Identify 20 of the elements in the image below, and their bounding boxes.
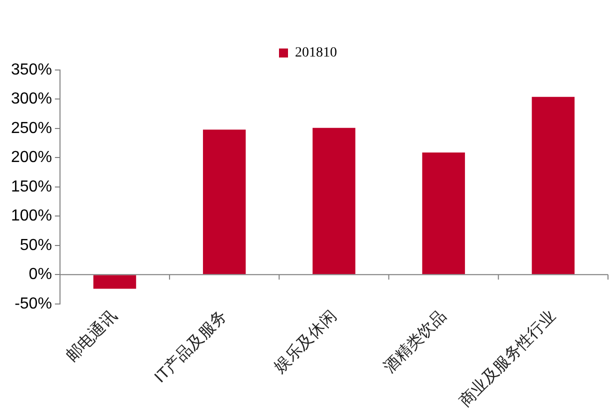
y-tick-label: 100% [11, 208, 52, 225]
bar [532, 96, 575, 274]
x-tick-label: 商业及服务性行业 [456, 306, 560, 410]
legend-label: 201810 [295, 46, 337, 61]
x-tick-label: IT产品及服务 [150, 306, 230, 386]
bar [312, 128, 356, 274]
y-tick-label: 0% [28, 266, 52, 284]
bar [202, 130, 246, 274]
y-tick-label: 200% [11, 149, 52, 166]
y-tick-label: -50% [14, 295, 52, 312]
bar [93, 275, 136, 289]
x-tick-label: 酒精类饮品 [380, 306, 450, 376]
bar [422, 152, 465, 274]
y-tick-label: 350% [11, 61, 52, 78]
y-tick-label: 250% [11, 120, 52, 137]
y-tick-label: 150% [11, 178, 52, 196]
y-tick-label: 50% [20, 236, 52, 254]
y-tick-label: 300% [11, 90, 52, 108]
x-tick-label: 娱乐及休闲 [270, 306, 340, 376]
x-tick-label: 邮电通讯 [62, 306, 121, 365]
